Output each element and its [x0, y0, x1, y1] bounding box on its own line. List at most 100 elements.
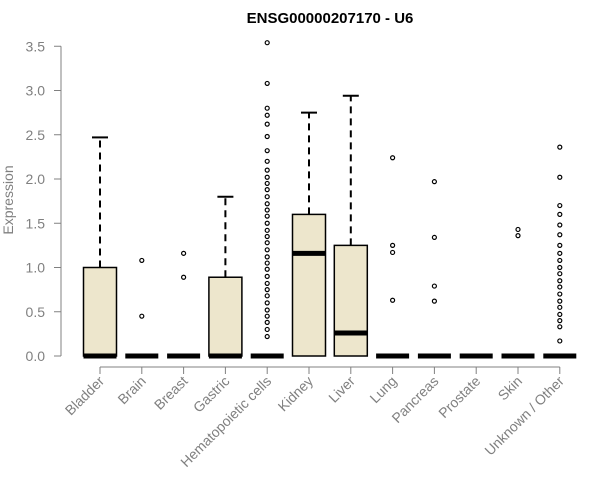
y-tick-label: 0.0 — [26, 348, 46, 364]
box-skin — [501, 226, 535, 359]
box-gastric — [208, 195, 243, 359]
outlier-point — [431, 283, 437, 289]
outlier-point — [264, 105, 270, 111]
outlier-point — [264, 233, 270, 240]
outlier-point — [181, 250, 187, 256]
outlier-point — [264, 174, 270, 180]
outlier-point — [557, 222, 563, 228]
box-liver — [333, 94, 369, 357]
outlier-point — [557, 291, 563, 297]
y-tick-label: 2.5 — [26, 127, 46, 143]
outlier-point — [264, 240, 270, 246]
x-tick-label: Skin — [495, 373, 526, 404]
outlier-point — [515, 226, 521, 233]
box-pancreas — [417, 179, 451, 359]
x-tick-label: Prostate — [435, 373, 483, 421]
box-brain — [125, 257, 159, 359]
x-tick-label: Kidney — [275, 373, 317, 415]
outlier-point — [139, 313, 145, 319]
outlier-point — [264, 227, 270, 233]
outlier-point — [557, 144, 563, 150]
outlier-point — [431, 298, 437, 304]
outlier-point — [390, 155, 396, 161]
x-tick-label: Breast — [151, 373, 191, 413]
box-bladder — [82, 136, 118, 359]
outlier-point — [264, 307, 270, 313]
x-tick-label: Lung — [366, 373, 399, 406]
outlier-point — [264, 207, 270, 213]
box-hematopoietic-cells — [250, 40, 284, 359]
outlier-point — [557, 271, 563, 277]
outlier-point — [264, 213, 270, 219]
box-iqr — [82, 266, 118, 357]
outlier-point — [557, 338, 563, 344]
y-tick-label: 0.5 — [26, 304, 46, 320]
outlier-point — [431, 179, 437, 185]
outlier-point — [557, 304, 563, 310]
outlier-point — [557, 250, 563, 256]
outlier-point — [264, 194, 270, 200]
outlier-point — [264, 112, 270, 118]
x-tick-label: Unknown / Other — [481, 373, 567, 459]
outlier-point — [264, 326, 270, 333]
outlier-point — [264, 254, 270, 260]
outlier-point — [557, 264, 563, 271]
outlier-point — [264, 201, 270, 207]
outlier-point — [557, 324, 563, 330]
box-iqr — [333, 244, 369, 357]
outlier-point — [557, 174, 563, 180]
outlier-point — [264, 121, 270, 127]
box-kidney — [291, 111, 327, 357]
outlier-point — [557, 311, 563, 318]
x-tick-label: Bladder — [62, 373, 108, 419]
outlier-point — [181, 274, 187, 280]
outlier-point — [557, 278, 563, 284]
outlier-point — [264, 313, 270, 319]
outlier-point — [264, 280, 270, 287]
outlier-point — [264, 80, 270, 87]
outlier-point — [557, 318, 563, 324]
box-iqr — [208, 276, 243, 357]
y-axis-label: Expression — [0, 165, 16, 234]
box-breast — [167, 250, 201, 359]
outlier-point — [557, 232, 563, 238]
outlier-point — [264, 260, 270, 266]
y-tick-label: 3.5 — [26, 38, 46, 54]
box-group — [82, 40, 577, 359]
outlier-point — [557, 242, 563, 248]
outlier-point — [264, 148, 270, 154]
chart-title: ENSG00000207170 - U6 — [247, 10, 414, 27]
y-tick-label: 1.0 — [26, 260, 46, 276]
outlier-point — [264, 273, 270, 279]
outlier-point — [557, 202, 563, 209]
outlier-point — [264, 133, 270, 140]
box-iqr — [291, 213, 327, 357]
outlier-point — [264, 300, 270, 306]
y-tick-label: 3.0 — [26, 83, 46, 99]
outlier-point — [264, 319, 270, 325]
outlier-point — [264, 293, 270, 299]
outlier-point — [264, 287, 270, 293]
y-tick-label: 1.5 — [26, 215, 46, 231]
outlier-point — [390, 242, 396, 248]
outlier-point — [557, 298, 563, 304]
outlier-point — [264, 266, 270, 272]
outlier-point — [515, 233, 521, 239]
outlier-point — [264, 158, 270, 164]
outlier-point — [264, 247, 270, 253]
outlier-point — [557, 257, 563, 264]
outlier-point — [390, 297, 396, 303]
outlier-point — [264, 333, 270, 340]
box-unknown-other — [543, 144, 577, 359]
outlier-point — [557, 211, 563, 217]
x-tick-label: Brain — [114, 373, 148, 407]
box-lung — [376, 155, 410, 359]
outlier-point — [264, 220, 270, 226]
outlier-point — [557, 284, 563, 290]
y-axis: 0.0 0.5 1.0 1.5 2.0 2.5 3.0 3.5 — [26, 38, 62, 364]
outlier-point — [264, 187, 270, 193]
outlier-point — [264, 40, 270, 46]
y-tick-label: 2.0 — [26, 171, 46, 187]
